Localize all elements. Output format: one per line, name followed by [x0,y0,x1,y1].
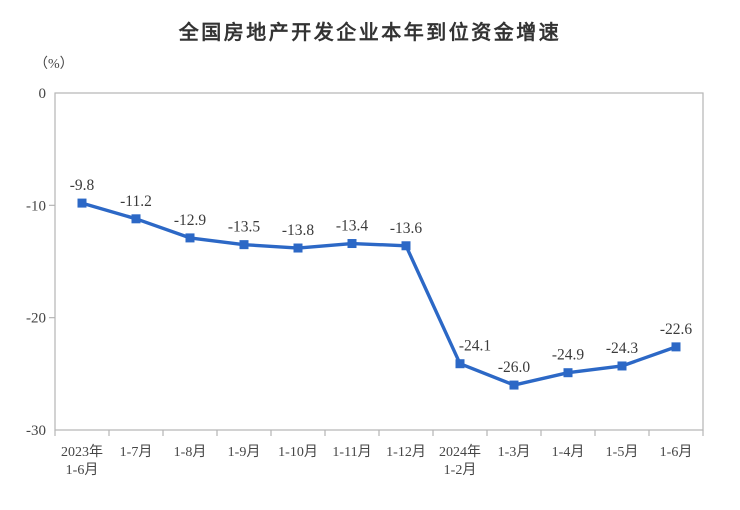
x-tick-label: 1-6月 [660,444,693,460]
x-tick-label: 1-10月 [278,444,318,460]
data-point-label: -12.9 [174,212,207,229]
data-point-label: -13.6 [390,220,423,237]
data-point-label: -24.3 [606,340,639,357]
data-point-marker [509,380,519,390]
data-point-marker [293,243,303,253]
plot-border [54,92,704,431]
data-point-label: -13.8 [282,222,315,239]
x-tick-label: 2023年 [61,444,103,460]
x-tick-label: 1-3月 [498,444,531,460]
x-tick-label: 1-11月 [332,444,371,460]
x-tick-label: 1-8月 [174,444,207,460]
data-point-marker [617,361,627,371]
data-point-label: -24.9 [552,347,585,364]
data-point-label: -13.5 [228,219,261,236]
y-tick-label: -30 [26,423,46,439]
y-axis-unit-label: （%） [34,57,74,72]
data-point-marker [347,239,357,249]
data-point-marker [239,240,249,250]
y-tick-label: -10 [26,198,46,214]
y-tick-label: 0 [39,86,47,102]
data-point-marker [671,342,681,352]
x-tick-label: 1-5月 [606,444,639,460]
data-point-label: -22.6 [660,321,693,338]
data-point-marker [563,368,573,378]
chart-title: 全国房地产开发企业本年到位资金增速 [178,22,562,44]
x-tick-label: 1-4月 [552,444,585,460]
data-point-label: -9.8 [70,177,95,194]
data-point-marker [77,198,87,208]
data-point-marker [131,214,141,224]
data-point-marker [185,233,195,243]
x-tick-label: 1-6月 [66,462,99,478]
data-point-marker [455,359,465,369]
x-tick-label: 1-2月 [444,462,477,478]
x-tick-label: 2024年 [439,444,481,460]
data-point-label: -26.0 [498,359,531,376]
x-tick-label: 1-7月 [120,444,153,460]
x-tick-label: 1-12月 [386,444,426,460]
x-tick-label: 1-9月 [228,444,261,460]
series-line [80,201,678,387]
data-point-label: -11.2 [120,193,152,210]
y-tick-label: -20 [26,311,46,327]
data-point-label: -13.4 [336,218,369,235]
data-point-label: -24.1 [459,338,491,355]
data-point-marker [401,241,411,251]
